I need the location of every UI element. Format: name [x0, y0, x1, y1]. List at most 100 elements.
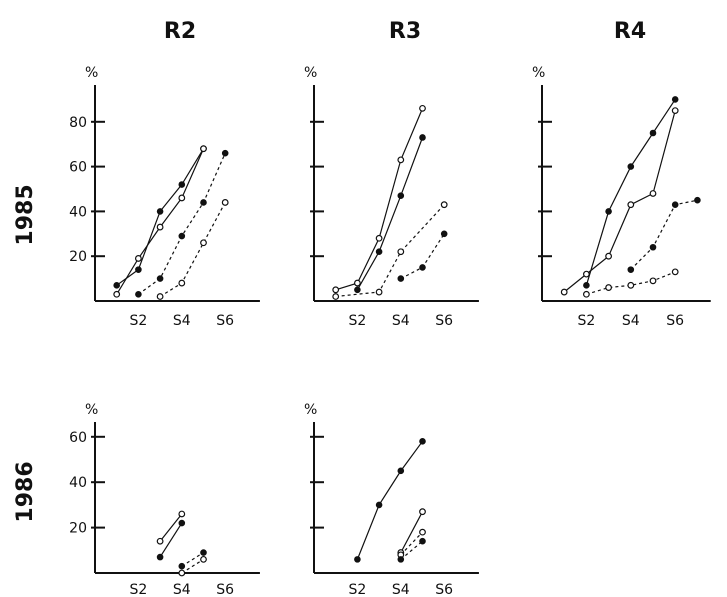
data-point	[178, 562, 186, 570]
series-line-3	[630, 199, 698, 271]
x-tick-label: S6	[666, 313, 684, 329]
data-point	[649, 190, 657, 197]
data-point	[419, 438, 426, 445]
y-tick-label: 60	[69, 160, 87, 176]
y-tick-label: 80	[69, 115, 87, 131]
panel-r3-1985: % S2 S4 S6	[304, 65, 479, 329]
data-point	[419, 508, 426, 516]
series-line-2	[335, 108, 424, 291]
series-line-4	[159, 202, 226, 298]
series-line-4	[335, 204, 445, 298]
data-point	[113, 290, 121, 298]
y-tick-label: 40	[69, 475, 87, 491]
data-point	[113, 282, 120, 289]
x-tick-label: S2	[578, 313, 596, 329]
series-line-1	[159, 522, 183, 558]
data-point	[178, 194, 186, 202]
panel-r2-1985: % 20 40 60 80 S2 S4 S6	[69, 65, 260, 329]
x-tick-label: S4	[173, 313, 191, 329]
y-tick-label: 20	[69, 249, 87, 265]
row-label-1986: 1986	[13, 461, 38, 522]
data-point	[605, 208, 612, 215]
data-point	[134, 255, 142, 262]
x-tick-label: S6	[435, 313, 453, 329]
data-point	[178, 569, 186, 577]
y-unit-label: %	[85, 65, 98, 81]
data-point	[419, 104, 426, 112]
series-line-1	[356, 137, 424, 291]
data-point	[375, 288, 383, 296]
data-point	[440, 230, 448, 238]
x-tick-label: S2	[349, 582, 367, 597]
data-point	[200, 549, 207, 556]
panel-r3-1986: % S2 S4 S6	[304, 402, 479, 597]
data-point	[332, 286, 340, 294]
series-line-1	[116, 148, 205, 286]
data-point	[178, 279, 186, 287]
data-point	[156, 223, 164, 231]
x-tick-label: S2	[130, 313, 148, 329]
x-tick-label: S4	[392, 313, 410, 329]
data-point	[605, 284, 612, 291]
data-point	[671, 96, 679, 103]
data-point	[649, 277, 657, 285]
data-point	[397, 248, 405, 256]
column-title-r4: R4	[614, 19, 646, 44]
data-point	[156, 537, 164, 545]
data-point	[583, 290, 590, 298]
data-point	[354, 556, 361, 563]
panel-r4-1985: % S2 S4 S6	[532, 65, 711, 329]
x-tick-label: S4	[622, 313, 640, 329]
data-point	[627, 163, 635, 170]
data-point	[156, 208, 164, 215]
data-point	[200, 555, 207, 563]
x-tick-label: S2	[130, 582, 148, 597]
data-point	[156, 275, 164, 282]
x-tick-label: S6	[216, 313, 234, 329]
column-title-r2: R2	[164, 19, 196, 44]
data-point	[583, 282, 590, 289]
data-point	[332, 293, 340, 300]
series-line-2	[563, 110, 676, 293]
panel-r2-1986: % 20 40 60 S2 S4 S6	[69, 402, 260, 597]
data-point	[221, 149, 229, 157]
series-line-2	[159, 513, 183, 542]
y-unit-label: %	[532, 65, 545, 81]
data-point	[397, 556, 405, 563]
series-line-4	[181, 558, 204, 574]
data-point	[671, 268, 679, 276]
data-point	[156, 553, 164, 561]
x-tick-label: S4	[392, 582, 410, 597]
data-point	[375, 234, 383, 242]
data-point	[694, 196, 701, 204]
data-point	[375, 248, 383, 256]
y-tick-label: 60	[69, 430, 87, 446]
data-point	[605, 252, 612, 260]
series-line-1	[585, 99, 676, 286]
series-line-3	[138, 152, 226, 295]
y-unit-label: %	[304, 402, 317, 418]
series-line-2	[400, 511, 424, 553]
series-line-3	[400, 233, 445, 280]
data-point	[135, 290, 142, 298]
data-point	[583, 270, 590, 278]
series-line-3	[181, 552, 204, 567]
series-line-1	[356, 440, 423, 560]
x-tick-label: S4	[173, 582, 191, 597]
y-tick-label: 20	[69, 521, 87, 537]
x-tick-label: S6	[435, 582, 453, 597]
data-point	[354, 279, 361, 287]
data-point	[440, 201, 448, 209]
data-point	[200, 239, 207, 247]
x-tick-label: S2	[349, 313, 367, 329]
data-point	[200, 199, 207, 206]
y-tick-label: 40	[69, 204, 87, 220]
row-label-1985: 1985	[13, 184, 38, 245]
x-tick-label: S6	[216, 582, 234, 597]
data-point	[156, 293, 164, 300]
data-point	[419, 134, 426, 141]
data-point	[135, 266, 142, 273]
data-point	[397, 275, 405, 282]
data-point	[419, 537, 426, 545]
